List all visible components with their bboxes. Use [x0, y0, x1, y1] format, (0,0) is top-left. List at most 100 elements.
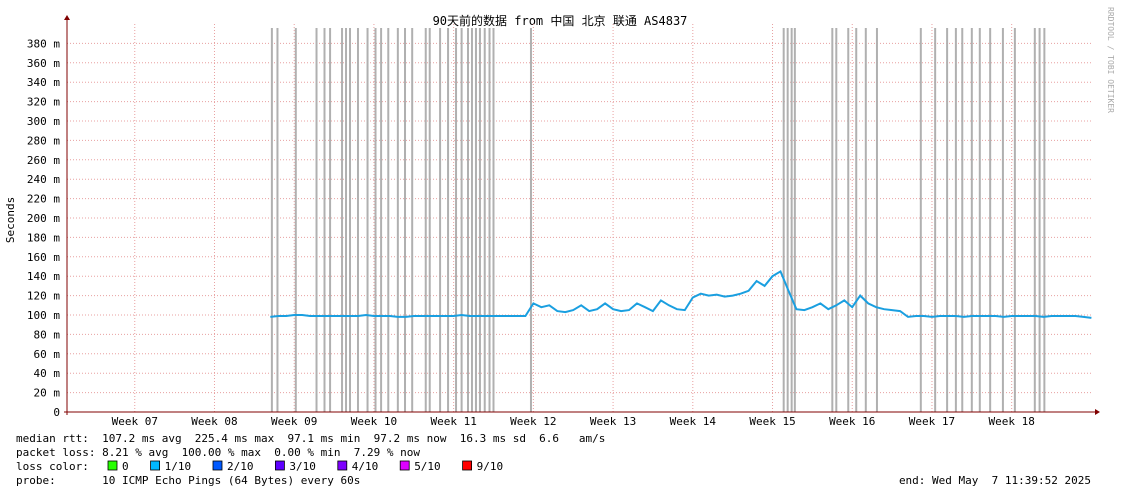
loss-bar: [329, 28, 332, 412]
y-tick-label: 100 m: [27, 309, 60, 322]
legend-swatch: [212, 460, 223, 471]
y-tick-label: 20 m: [34, 387, 61, 400]
y-tick-label: 220 m: [27, 193, 60, 206]
y-tick-label: 300 m: [27, 115, 60, 128]
y-tick-label: 280 m: [27, 134, 60, 147]
legend-title: loss color:: [16, 460, 89, 473]
loss-bar: [276, 28, 279, 412]
axis-arrow: [1095, 409, 1100, 415]
loss-bar: [1013, 28, 1016, 412]
median-line: [270, 269, 1092, 319]
y-tick-label: 200 m: [27, 212, 60, 225]
loss-bar: [411, 28, 414, 412]
loss-bar: [345, 28, 348, 412]
y-tick-label: 140 m: [27, 270, 60, 283]
legend-swatch: [337, 460, 348, 471]
loss-bar: [989, 28, 992, 412]
y-tick-label: 340 m: [27, 76, 60, 89]
legend-label: 4/10: [352, 460, 379, 473]
y-tick-label: 60 m: [34, 348, 61, 361]
legend-swatch: [399, 460, 410, 471]
loss-bar: [387, 28, 390, 412]
loss-bar: [439, 28, 442, 412]
loss-bar: [366, 28, 369, 412]
loss-bar: [341, 28, 344, 412]
loss-bar: [470, 28, 473, 412]
probe: probe: 10 ICMP Echo Pings (64 Bytes) eve…: [16, 474, 360, 487]
loss-bar: [460, 28, 463, 412]
loss-bar: [786, 28, 789, 412]
x-tick-label: Week 13: [590, 415, 636, 428]
stats-line: packet loss: 8.21 % avg 100.00 % max 0.0…: [16, 446, 420, 459]
loss-bar: [466, 28, 469, 412]
loss-bar: [488, 28, 491, 412]
axis-arrow: [64, 15, 70, 20]
loss-bar: [447, 28, 450, 412]
y-tick-label: 0: [53, 406, 60, 419]
side-label: RRDTOOL / TOBI OETIKER: [1106, 7, 1115, 113]
loss-bar: [294, 28, 297, 412]
y-tick-label: 80 m: [34, 328, 61, 341]
loss-bar: [1038, 28, 1041, 412]
legend-swatch: [107, 460, 118, 471]
loss-bar: [1001, 28, 1004, 412]
loss-bar: [455, 28, 458, 412]
legend-label: 9/10: [477, 460, 504, 473]
y-tick-label: 360 m: [27, 57, 60, 70]
legend-label: 0: [122, 460, 129, 473]
legend-label: 5/10: [414, 460, 441, 473]
loss-bar: [404, 28, 407, 412]
loss-bar: [474, 28, 477, 412]
loss-bar: [1033, 28, 1036, 412]
loss-bar: [315, 28, 318, 412]
x-tick-label: Week 07: [112, 415, 158, 428]
loss-bar: [934, 28, 937, 412]
loss-bar: [970, 28, 973, 412]
loss-bar: [961, 28, 964, 412]
loss-bar: [855, 28, 858, 412]
x-tick-label: Week 15: [749, 415, 795, 428]
chart-title: 90天前的数据 from 中国 北京 联通 AS4837: [433, 13, 688, 28]
y-tick-label: 40 m: [34, 367, 61, 380]
loss-bar: [954, 28, 957, 412]
loss-bar: [790, 28, 793, 412]
legend-swatch: [150, 460, 161, 471]
legend-swatch: [462, 460, 473, 471]
loss-bar: [835, 28, 838, 412]
loss-bar: [1043, 28, 1046, 412]
loss-bar: [864, 28, 867, 412]
end-time: end: Wed May 7 11:39:52 2025: [899, 474, 1091, 487]
legend-label: 1/10: [165, 460, 192, 473]
loss-bar: [492, 28, 495, 412]
loss-bar: [946, 28, 949, 412]
x-tick-label: Week 09: [271, 415, 317, 428]
legend-label: 3/10: [289, 460, 316, 473]
y-tick-label: 160 m: [27, 251, 60, 264]
loss-bar: [793, 28, 796, 412]
loss-bar: [428, 28, 431, 412]
x-tick-label: Week 11: [430, 415, 476, 428]
x-tick-label: Week 12: [510, 415, 556, 428]
x-tick-label: Week 14: [670, 415, 717, 428]
x-tick-label: Week 08: [191, 415, 237, 428]
loss-bar: [396, 28, 399, 412]
x-tick-label: Week 16: [829, 415, 875, 428]
loss-bar: [529, 28, 532, 412]
y-tick-label: 180 m: [27, 231, 60, 244]
loss-bar: [483, 28, 486, 412]
loss-bar: [782, 28, 785, 412]
loss-bar: [424, 28, 427, 412]
loss-bar: [374, 28, 377, 412]
loss-bar: [831, 28, 834, 412]
y-tick-label: 380 m: [27, 37, 60, 50]
loss-bar: [919, 28, 922, 412]
loss-bar: [349, 28, 352, 412]
x-tick-label: Week 18: [989, 415, 1035, 428]
loss-bar: [380, 28, 383, 412]
loss-bar: [270, 28, 273, 412]
loss-bar: [847, 28, 850, 412]
loss-bar: [978, 28, 981, 412]
y-tick-label: 240 m: [27, 173, 60, 186]
